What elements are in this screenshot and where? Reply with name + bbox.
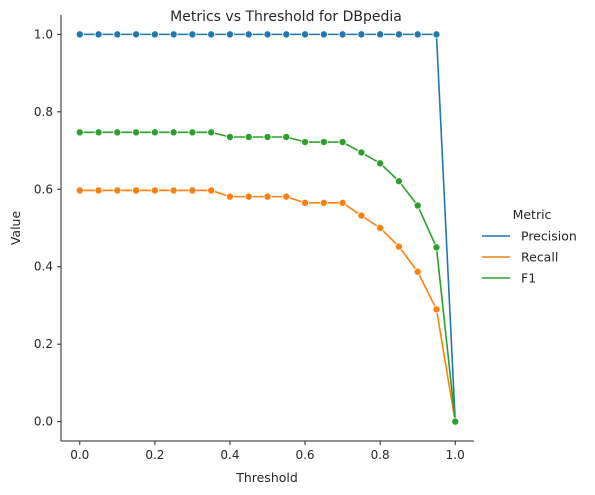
recall-point bbox=[357, 211, 366, 220]
legend-title: Metric bbox=[513, 207, 552, 222]
precision-point bbox=[207, 30, 216, 39]
x-tick-label: 1.0 bbox=[446, 448, 465, 462]
y-axis-label: Value bbox=[8, 211, 23, 246]
precision-point bbox=[94, 30, 103, 39]
precision-point bbox=[244, 30, 253, 39]
recall-series bbox=[75, 186, 460, 426]
legend-label-recall: Recall bbox=[521, 250, 558, 265]
y-tick-label: 0.4 bbox=[34, 260, 53, 274]
x-tick-label: 0.6 bbox=[295, 448, 314, 462]
f1-point bbox=[244, 132, 253, 141]
y-tick-label: 0.0 bbox=[34, 415, 53, 429]
recall-point bbox=[301, 198, 310, 207]
recall-point bbox=[150, 186, 159, 195]
recall-point bbox=[263, 192, 272, 201]
recall-point bbox=[207, 186, 216, 195]
recall-point bbox=[94, 186, 103, 195]
recall-point bbox=[225, 192, 234, 201]
precision-line bbox=[79, 33, 457, 422]
f1-point bbox=[451, 417, 460, 426]
precision-point bbox=[132, 30, 141, 39]
y-tick-label: 1.0 bbox=[34, 27, 53, 41]
f1-point bbox=[394, 177, 403, 186]
precision-series bbox=[75, 30, 460, 426]
precision-point bbox=[263, 30, 272, 39]
legend-label-f1: F1 bbox=[521, 271, 536, 286]
precision-point bbox=[282, 30, 291, 39]
legend: Metric Precision Recall F1 bbox=[482, 207, 577, 286]
precision-point bbox=[357, 30, 366, 39]
f1-point bbox=[338, 138, 347, 147]
precision-point bbox=[413, 30, 422, 39]
precision-point bbox=[338, 30, 347, 39]
f1-point bbox=[376, 159, 385, 168]
recall-point bbox=[413, 267, 422, 276]
f1-point bbox=[188, 128, 197, 137]
plot-area: 0.0 0.2 0.4 0.6 0.8 1.0 0.0 0.2 0.4 0.6 0.8 1.0 bbox=[34, 15, 474, 462]
precision-point bbox=[376, 30, 385, 39]
f1-point bbox=[319, 138, 328, 147]
recall-point bbox=[244, 192, 253, 201]
y-tick-label: 0.2 bbox=[34, 337, 53, 351]
precision-point bbox=[113, 30, 122, 39]
precision-point bbox=[225, 30, 234, 39]
precision-point bbox=[188, 30, 197, 39]
x-axis-label: Threshold bbox=[235, 470, 298, 485]
precision-point bbox=[169, 30, 178, 39]
legend-item-precision: Precision bbox=[482, 229, 577, 244]
legend-label-precision: Precision bbox=[521, 229, 577, 244]
f1-point bbox=[132, 128, 141, 137]
recall-point bbox=[338, 198, 347, 207]
f1-point bbox=[169, 128, 178, 137]
y-tick-label: 0.6 bbox=[34, 182, 53, 196]
f1-point bbox=[357, 148, 366, 157]
f1-point bbox=[94, 128, 103, 137]
recall-point bbox=[376, 223, 385, 232]
f1-point bbox=[263, 132, 272, 141]
x-tick-label: 0.8 bbox=[371, 448, 390, 462]
chart-title: Metrics vs Threshold for DBpedia bbox=[170, 9, 402, 25]
f1-point bbox=[207, 128, 216, 137]
precision-point bbox=[394, 30, 403, 39]
x-tick-label: 0.0 bbox=[70, 448, 89, 462]
f1-point bbox=[301, 138, 310, 147]
y-tick-label: 0.8 bbox=[34, 105, 53, 119]
recall-line bbox=[79, 189, 457, 422]
recall-point bbox=[132, 186, 141, 195]
recall-point bbox=[394, 242, 403, 251]
recall-point bbox=[75, 186, 84, 195]
f1-point bbox=[432, 243, 441, 252]
precision-point bbox=[319, 30, 328, 39]
f1-point bbox=[413, 201, 422, 210]
f1-point bbox=[113, 128, 122, 137]
recall-point bbox=[113, 186, 122, 195]
f1-point bbox=[225, 132, 234, 141]
precision-point bbox=[432, 30, 441, 39]
recall-point bbox=[319, 198, 328, 207]
f1-point bbox=[75, 128, 84, 137]
f1-series bbox=[75, 128, 460, 426]
f1-point bbox=[150, 128, 159, 137]
precision-point bbox=[301, 30, 310, 39]
recall-point bbox=[282, 192, 291, 201]
x-tick-label: 0.4 bbox=[220, 448, 239, 462]
legend-item-recall: Recall bbox=[482, 250, 558, 265]
precision-point bbox=[150, 30, 159, 39]
recall-point bbox=[188, 186, 197, 195]
f1-point bbox=[282, 132, 291, 141]
recall-point bbox=[432, 305, 441, 314]
f1-line bbox=[79, 131, 457, 422]
precision-point bbox=[75, 30, 84, 39]
recall-point bbox=[169, 186, 178, 195]
x-tick-label: 0.2 bbox=[145, 448, 164, 462]
legend-item-f1: F1 bbox=[482, 271, 536, 286]
